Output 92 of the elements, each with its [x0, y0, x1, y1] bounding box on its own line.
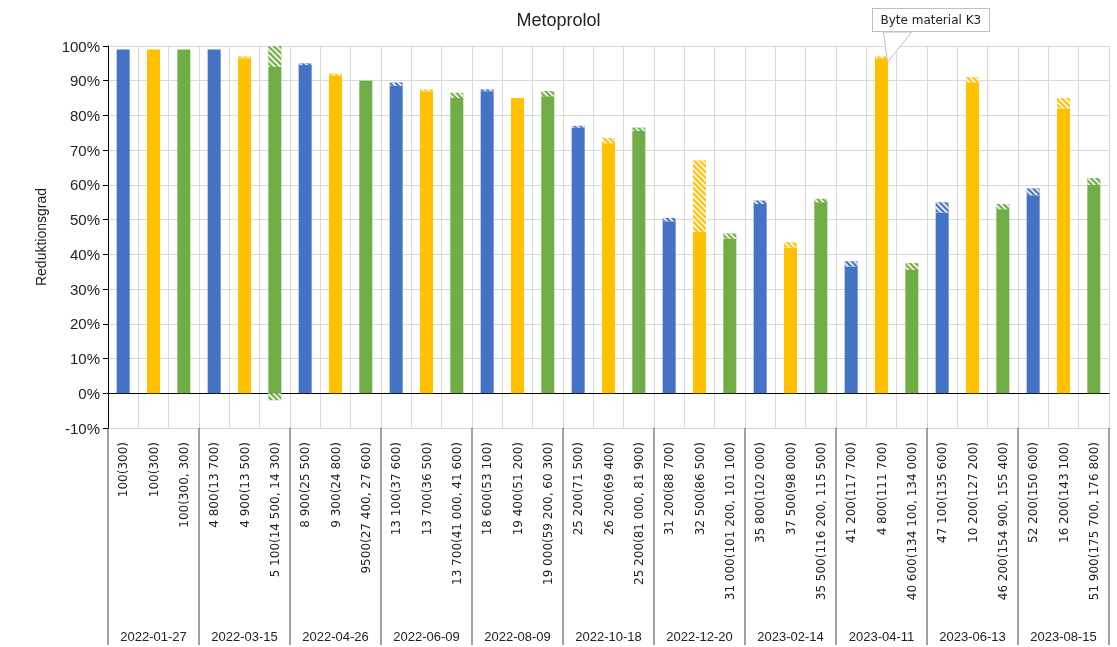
- y-tick-label: 50%: [69, 211, 100, 229]
- bar: [1026, 195, 1040, 394]
- bar: [814, 202, 828, 394]
- bar: [298, 65, 312, 394]
- bar: [177, 49, 191, 394]
- bar: [359, 80, 373, 394]
- y-tick-label: -10%: [64, 419, 100, 437]
- y-tick-label: 20%: [69, 315, 100, 333]
- y-tick-label: 30%: [69, 280, 100, 298]
- bar: [753, 204, 767, 394]
- text: 2023-06-13: [939, 629, 1006, 644]
- bar: [935, 212, 949, 394]
- bar: [1057, 108, 1070, 394]
- x-tick-label: 31 000(101 200, 101 100): [722, 442, 737, 601]
- text: 2023-02-14: [757, 629, 824, 644]
- x-tick-label: 5 100(14 500, 14 300): [267, 442, 282, 578]
- bar: [207, 49, 221, 394]
- x-tick-label: 25 200(81 000, 81 900): [631, 442, 646, 585]
- x-tick-label: 25 200(71 500): [571, 442, 586, 536]
- bar: [723, 238, 737, 394]
- bar: [238, 58, 251, 394]
- bar: [480, 91, 494, 394]
- y-axis-title: Reduktionsgrad: [33, 187, 49, 287]
- text: 2022-08-09: [484, 629, 551, 644]
- annotation: Byte material K3: [871, 8, 991, 32]
- bar: [450, 98, 464, 394]
- bar: [541, 96, 555, 394]
- y-tick-label: 60%: [69, 176, 100, 194]
- bar: [966, 82, 979, 394]
- bar: [632, 131, 646, 394]
- x-tick-label: 4 800(111 700): [874, 442, 889, 536]
- x-tick-label: 16 200(143 100): [1056, 442, 1071, 543]
- text: 2022-12-20: [666, 629, 733, 644]
- x-tick-label: 10 200(127 200): [965, 442, 980, 543]
- x-tick-label: 35 500(116 200, 115 500): [813, 442, 828, 601]
- bar: [905, 269, 919, 394]
- x-tick-label: 9500(27 400, 27 600): [358, 442, 373, 574]
- x-tick-label: 40 600(134 100, 134 000): [904, 442, 919, 601]
- x-tick-label: 19 400(51 200): [510, 442, 525, 536]
- x-tick-label: 13 700(36 500): [419, 442, 434, 536]
- x-tick-label: 26 200(69 400): [601, 442, 616, 536]
- y-tick-label: 0%: [78, 384, 100, 402]
- x-tick-label: 52 200(150 600): [1026, 442, 1041, 543]
- bar: [784, 247, 797, 394]
- bar: [268, 66, 282, 394]
- x-tick-label: 18 600(53 100): [480, 442, 495, 536]
- x-tick-label: 37 500(98 000): [783, 442, 798, 536]
- bar: [1087, 184, 1101, 394]
- bar: [996, 209, 1010, 394]
- bar: [602, 143, 615, 394]
- bar: [511, 98, 524, 394]
- text: 2023-08-15: [1030, 629, 1097, 644]
- x-tick-label: 13 700(41 000, 41 600): [449, 442, 464, 585]
- y-tick-label: 90%: [69, 72, 100, 90]
- y-tick-label: 70%: [69, 141, 100, 159]
- chart-title: Metoprolol: [516, 10, 601, 30]
- x-tick-label: 19 000(59 200, 60 300): [540, 442, 555, 585]
- bar: [147, 49, 160, 394]
- x-tick-label: 100(300): [146, 442, 161, 498]
- bar: [389, 85, 403, 394]
- text: 2022-04-26: [302, 629, 369, 644]
- bar: [662, 221, 676, 394]
- bar: [116, 49, 130, 394]
- bar: [875, 58, 888, 394]
- bar: [693, 231, 706, 394]
- y-tick-label: 100%: [61, 37, 100, 55]
- bar: [420, 91, 433, 394]
- x-tick-label: 41 200(117 700): [844, 442, 859, 543]
- x-tick-label: 51 900(175 700, 176 800): [1086, 442, 1101, 601]
- y-tick-label: 40%: [69, 245, 100, 263]
- bar: [329, 75, 342, 394]
- y-tick-label: 10%: [69, 350, 100, 368]
- text: 2022-06-09: [393, 629, 460, 644]
- x-tick-label: 4 800(13 700): [207, 442, 222, 528]
- x-tick-label: 35 800(102 000): [753, 442, 768, 543]
- x-tick-label: 8 900(25 500): [298, 442, 313, 528]
- x-tick-label: 32 500(86 500): [692, 442, 707, 536]
- x-tick-label: 47 100(135 600): [935, 442, 950, 543]
- x-tick-label: 31 200(88 700): [662, 442, 677, 536]
- x-tick-label: 46 200(154 900, 155 400): [995, 442, 1010, 601]
- text: 2023-04-11: [848, 629, 915, 644]
- x-tick-label: 100(300, 300): [176, 442, 191, 528]
- y-tick-label: 80%: [69, 106, 100, 124]
- x-tick-label: 9 300(24 800): [328, 442, 343, 528]
- x-tick-label: 100(300): [116, 442, 131, 498]
- text: 2022-10-18: [575, 629, 642, 644]
- x-tick-label: 4 900(13 500): [237, 442, 252, 528]
- bar: [844, 266, 858, 394]
- text: 2022-03-15: [211, 629, 278, 644]
- bar: [571, 127, 585, 394]
- text: 2022-01-27: [120, 629, 187, 644]
- x-tick-label: 13 100(37 600): [389, 442, 404, 536]
